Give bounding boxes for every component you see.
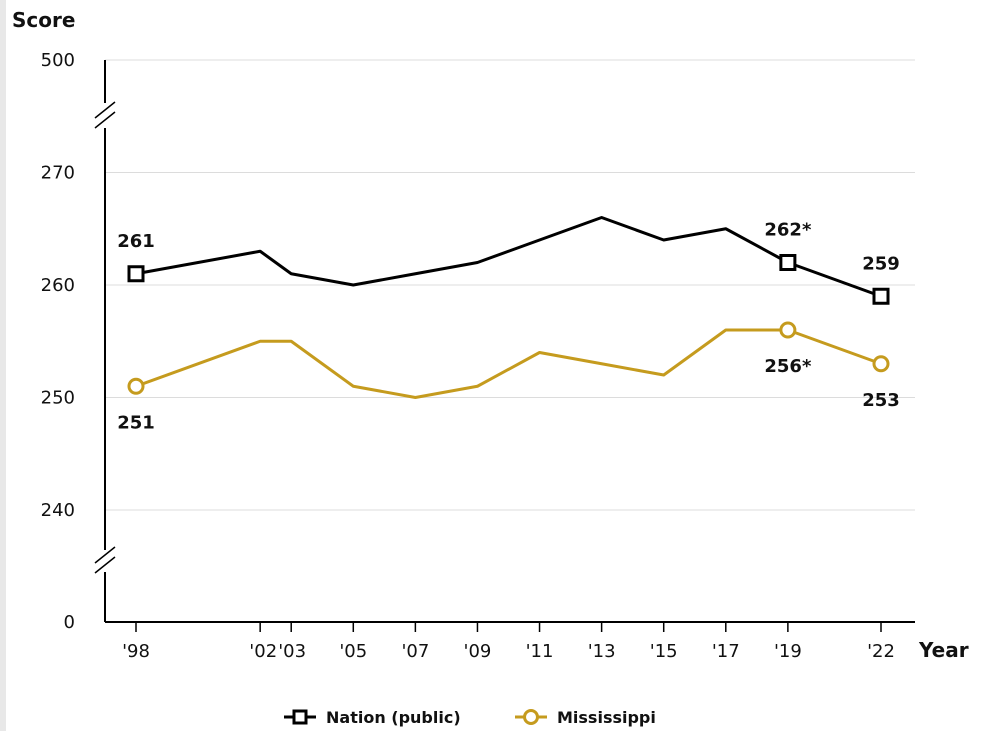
y-tick-label: 250 xyxy=(41,388,75,409)
x-tick-label: '02 xyxy=(249,641,277,662)
x-tick-label: '07 xyxy=(401,641,429,662)
x-tick-label: '03 xyxy=(278,641,306,662)
series-lines xyxy=(135,216,882,399)
x-tick-label: '11 xyxy=(526,641,554,662)
y-tick-label: 260 xyxy=(41,275,75,296)
mississippi-marker xyxy=(872,355,890,373)
legend-nation-label: Nation (public) xyxy=(326,708,461,727)
data-label: 261 xyxy=(117,231,155,252)
left-border-strip xyxy=(0,0,6,731)
legend-nation-marker xyxy=(292,709,308,725)
series-line-1 xyxy=(135,328,882,399)
nation-marker xyxy=(872,287,890,305)
data-label: 251 xyxy=(117,412,155,433)
data-label: 253 xyxy=(862,390,900,411)
mississippi-marker xyxy=(127,377,145,395)
legend-mississippi-marker xyxy=(523,709,539,725)
x-tick-label: '17 xyxy=(712,641,740,662)
data-label: 262* xyxy=(764,220,812,241)
y-tick-label: 0 xyxy=(64,612,75,633)
x-tick-label: '98 xyxy=(122,641,150,662)
series-line-0 xyxy=(135,216,882,298)
x-axis-title: Year xyxy=(918,638,969,662)
nation-marker xyxy=(779,254,797,271)
nation-marker xyxy=(127,265,145,283)
x-tick-label: '22 xyxy=(867,641,895,662)
series-markers xyxy=(127,254,890,395)
y-tick-label: 500 xyxy=(41,50,75,71)
gridlines xyxy=(105,59,915,511)
axis-break-upper xyxy=(94,101,116,129)
y-tick-label: 270 xyxy=(41,163,75,184)
axes xyxy=(94,60,915,632)
mississippi-marker xyxy=(779,321,797,339)
x-tick-label: '15 xyxy=(650,641,678,662)
legend-mississippi-label: Mississippi xyxy=(557,708,656,727)
tick-labels: 0 240 250 260 270 500 '98 '02'03 '05 '07 '09 '11 '13… xyxy=(41,50,895,662)
x-tick-label: '09 xyxy=(464,641,492,662)
axis-break-lower xyxy=(94,546,116,574)
x-tick-label: '05 xyxy=(339,641,367,662)
data-label: 256* xyxy=(764,356,812,377)
y-axis-title: Score xyxy=(12,8,75,32)
y-tick-label: 240 xyxy=(41,500,75,521)
legend: Nation (public) Mississippi xyxy=(284,708,656,727)
x-tick-label: '13 xyxy=(588,641,616,662)
data-labels: 261 262* 259 251 256* 253 xyxy=(117,220,900,434)
data-label: 259 xyxy=(862,253,900,274)
x-tick-label: '19 xyxy=(774,641,802,662)
